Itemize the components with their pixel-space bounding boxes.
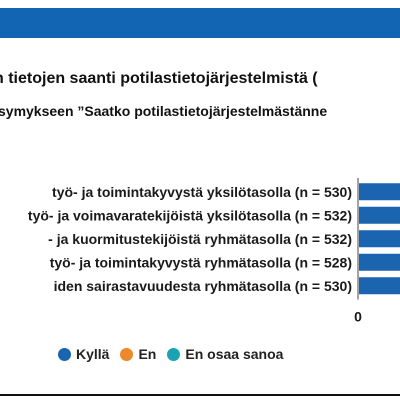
legend-item-en-osaa-sanoa: En osaa sanoa: [167, 346, 283, 362]
category-label: työ- ja toimintakyvystä ryhmätasolla (n …: [50, 254, 352, 270]
bottom-rule: [0, 394, 400, 396]
header-banner: [0, 8, 400, 38]
legend-swatch-en: [120, 347, 134, 361]
chart-legend: Kyllä En En osaa sanoa: [58, 345, 283, 363]
legend-swatch-kylla: [58, 347, 71, 361]
legend-label-kylla: Kyllä: [76, 346, 110, 362]
bar: [359, 206, 400, 224]
top-frame-line: [0, 0, 400, 8]
legend-swatch-en-osaa-sanoa: [167, 347, 181, 361]
chart-subtitle: symykseen ”Saatko potilastietojärjestelm…: [0, 103, 328, 119]
legend-label-en-osaa-sanoa: En osaa sanoa: [185, 346, 284, 362]
category-label: - ja kuormitustekijöistä ryhmätasolla (n…: [48, 231, 352, 247]
category-label: työ- ja voimavaratekijöistä yksilötasoll…: [28, 207, 352, 223]
legend-label-en: En: [138, 346, 157, 362]
bar: [359, 253, 400, 271]
bar: [359, 183, 400, 201]
legend-item-en: En: [120, 346, 156, 362]
x-tick-label: 0: [354, 309, 362, 325]
chart-title: n tietojen saanti potilastietojärjestelm…: [0, 70, 318, 87]
category-label: iden sairastavuudesta ryhmätasolla (n = …: [54, 278, 352, 294]
bar: [359, 277, 400, 295]
legend-item-kylla: Kyllä: [58, 346, 109, 362]
bar: [359, 230, 400, 248]
bar-chart: työ- ja toimintakyvystä yksilötasolla (n…: [28, 178, 400, 325]
category-label: työ- ja toimintakyvystä yksilötasolla (n…: [52, 184, 352, 200]
